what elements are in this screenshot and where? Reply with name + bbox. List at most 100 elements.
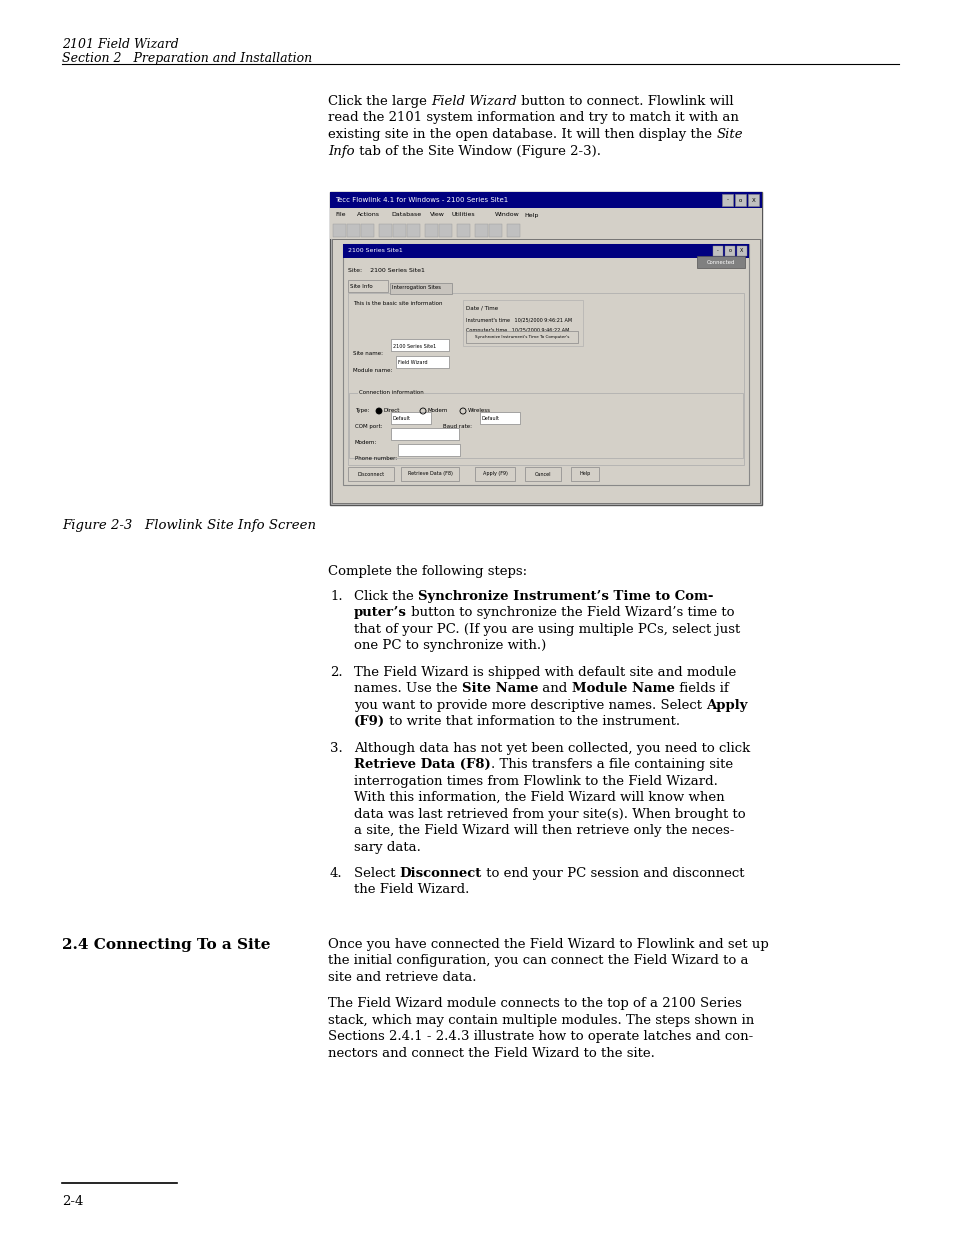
Bar — [571, 467, 598, 480]
Text: Disconnect: Disconnect — [357, 472, 384, 477]
Text: Info: Info — [328, 144, 355, 158]
Bar — [390, 283, 452, 294]
Text: Select: Select — [354, 867, 399, 881]
Bar — [734, 194, 745, 206]
Bar — [348, 280, 388, 291]
Text: puter’s: puter’s — [354, 606, 406, 619]
Bar — [330, 207, 761, 222]
Text: the Field Wizard.: the Field Wizard. — [354, 883, 469, 897]
Text: Site Info: Site Info — [350, 284, 373, 289]
Text: Utilities: Utilities — [451, 212, 475, 217]
Bar — [348, 467, 394, 480]
Text: nectors and connect the Field Wizard to the site.: nectors and connect the Field Wizard to … — [328, 1047, 654, 1060]
Text: Phone number:: Phone number: — [355, 456, 396, 461]
Text: (F9): (F9) — [354, 715, 385, 729]
Bar — [343, 245, 748, 258]
Text: Apply (F9): Apply (F9) — [482, 472, 507, 477]
Text: Baud rate:: Baud rate: — [442, 424, 472, 429]
Bar — [479, 412, 519, 424]
Bar — [343, 245, 748, 485]
Text: Direct: Direct — [384, 408, 400, 412]
Bar — [347, 224, 359, 237]
Text: 4.: 4. — [330, 867, 342, 881]
Text: read the 2101 system information and try to match it with an: read the 2101 system information and try… — [328, 111, 739, 125]
Bar — [391, 338, 449, 351]
Text: Help: Help — [524, 212, 538, 217]
Text: Site:    2100 Series Site1: Site: 2100 Series Site1 — [348, 268, 424, 273]
Text: Although data has not yet been collected, you need to click: Although data has not yet been collected… — [354, 741, 749, 755]
Bar — [737, 246, 746, 256]
Text: -: - — [717, 248, 719, 253]
Text: Interrogation Sites: Interrogation Sites — [392, 285, 440, 290]
Bar — [438, 224, 452, 237]
Text: Field Wizard: Field Wizard — [431, 95, 517, 107]
Bar — [330, 222, 761, 240]
Text: Tecc Flowlink 4.1 for Windows - 2100 Series Site1: Tecc Flowlink 4.1 for Windows - 2100 Ser… — [335, 198, 508, 203]
Bar — [456, 224, 470, 237]
Bar — [400, 467, 458, 480]
Text: Database: Database — [391, 212, 421, 217]
Text: Date / Time: Date / Time — [465, 305, 497, 310]
Bar — [393, 224, 406, 237]
Text: stack, which may contain multiple modules. The steps shown in: stack, which may contain multiple module… — [328, 1014, 754, 1026]
Text: sary data.: sary data. — [354, 841, 420, 853]
Bar — [360, 224, 374, 237]
Text: Apply: Apply — [705, 699, 747, 711]
Text: Retrieve Data (F8): Retrieve Data (F8) — [354, 758, 490, 771]
Text: Module name:: Module name: — [353, 368, 392, 373]
Bar — [333, 224, 346, 237]
Bar — [712, 246, 722, 256]
Bar — [395, 356, 449, 368]
Text: Modem:: Modem: — [355, 440, 376, 445]
Text: Type:: Type: — [355, 408, 369, 412]
Bar — [424, 224, 437, 237]
Bar — [697, 256, 744, 268]
Text: X: X — [740, 248, 743, 253]
Bar — [348, 293, 743, 466]
Bar — [330, 191, 761, 207]
Text: Module Name: Module Name — [571, 682, 674, 695]
Bar — [332, 240, 760, 503]
Text: Default: Default — [481, 416, 499, 421]
Bar — [475, 467, 515, 480]
Text: This is the basic site information: This is the basic site information — [353, 301, 442, 306]
Text: With this information, the Field Wizard will know when: With this information, the Field Wizard … — [354, 792, 724, 804]
Text: 2-4: 2-4 — [62, 1195, 83, 1208]
Text: Section 2   Preparation and Installation: Section 2 Preparation and Installation — [62, 52, 312, 65]
Bar — [330, 191, 761, 505]
Text: Synchronize Instrument's Time To Computer's: Synchronize Instrument's Time To Compute… — [475, 335, 569, 338]
Text: you want to provide more descriptive names. Select: you want to provide more descriptive nam… — [354, 699, 705, 711]
Text: data was last retrieved from your site(s). When brought to: data was last retrieved from your site(s… — [354, 808, 745, 820]
Bar — [747, 194, 759, 206]
Bar — [465, 331, 578, 343]
Bar — [407, 224, 419, 237]
Bar — [506, 224, 519, 237]
Text: File: File — [335, 212, 345, 217]
Text: -: - — [726, 198, 728, 203]
Text: site and retrieve data.: site and retrieve data. — [328, 971, 476, 984]
Text: Field Wizard: Field Wizard — [397, 361, 427, 366]
Text: Site name:: Site name: — [353, 351, 382, 356]
Text: to write that information to the instrument.: to write that information to the instrum… — [385, 715, 679, 729]
Text: that of your PC. (If you are using multiple PCs, select just: that of your PC. (If you are using multi… — [354, 622, 740, 636]
Bar — [489, 224, 501, 237]
Bar — [475, 224, 488, 237]
Text: 2100 Series Site1: 2100 Series Site1 — [348, 248, 402, 253]
Circle shape — [377, 410, 380, 412]
Text: Modem: Modem — [428, 408, 448, 412]
Bar — [721, 194, 732, 206]
Text: Click the: Click the — [354, 590, 417, 603]
Bar — [462, 300, 582, 346]
Text: 3.: 3. — [330, 741, 342, 755]
Circle shape — [375, 408, 381, 414]
Text: COM port:: COM port: — [355, 424, 382, 429]
Text: The Field Wizard module connects to the top of a 2100 Series: The Field Wizard module connects to the … — [328, 997, 741, 1010]
Text: interrogation times from Flowlink to the Field Wizard.: interrogation times from Flowlink to the… — [354, 774, 717, 788]
Text: 1.: 1. — [330, 590, 342, 603]
Text: Click the large: Click the large — [328, 95, 431, 107]
Text: a site, the Field Wizard will then retrieve only the neces-: a site, the Field Wizard will then retri… — [354, 824, 734, 837]
Text: the initial configuration, you can connect the Field Wizard to a: the initial configuration, you can conne… — [328, 955, 748, 967]
Text: Connected: Connected — [706, 259, 735, 264]
Text: button to connect. Flowlink will: button to connect. Flowlink will — [517, 95, 733, 107]
Text: tab of the Site Window (Figure 2-3).: tab of the Site Window (Figure 2-3). — [355, 144, 600, 158]
